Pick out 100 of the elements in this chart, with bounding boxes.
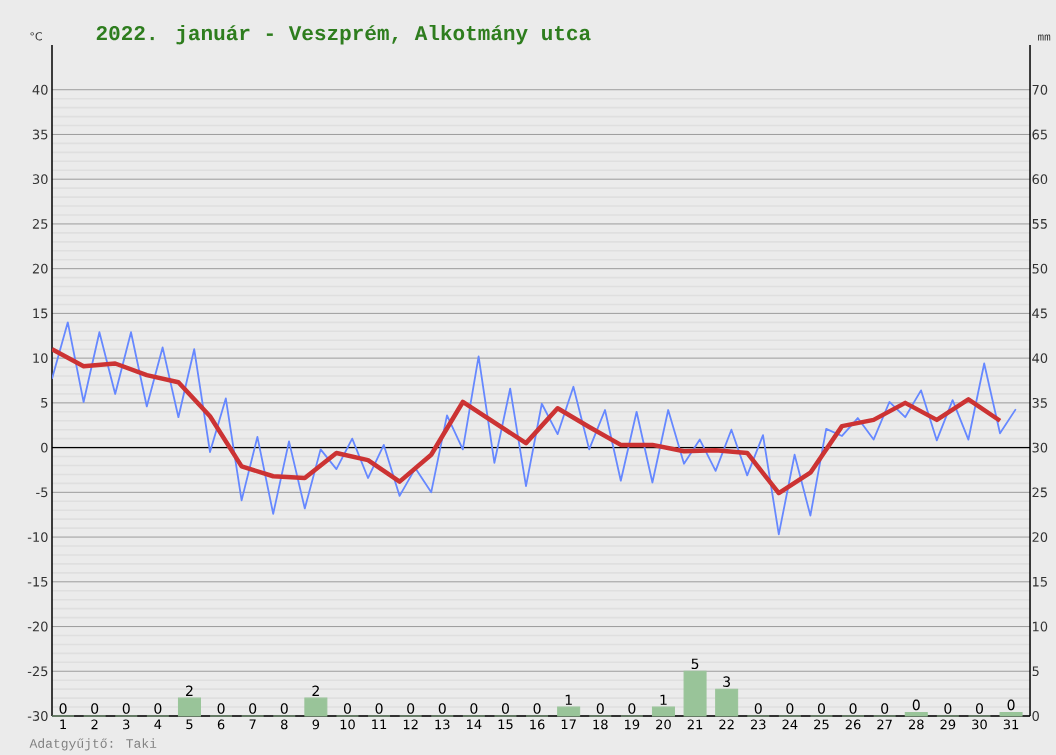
x-tick-label: 21 <box>687 719 703 730</box>
data-label: 0 <box>786 703 794 714</box>
x-tick-label: 24 <box>782 719 798 730</box>
data-label: 0 <box>343 703 351 714</box>
y-tick-label: 35 <box>32 129 48 140</box>
bar <box>683 670 707 717</box>
x-tick-label: 22 <box>719 719 734 730</box>
y2-tick-label: 15 <box>1032 576 1047 587</box>
data-label: 0 <box>975 703 983 714</box>
data-label: 0 <box>501 703 509 714</box>
data-label: 0 <box>533 703 541 714</box>
x-tick-label: 25 <box>814 719 829 730</box>
y2-tick-label: 35 <box>1032 397 1047 408</box>
x-tick-label: 1 <box>60 719 66 730</box>
bar <box>904 711 928 717</box>
data-label: 0 <box>59 703 67 714</box>
y2-tick-label: 5 <box>1032 666 1039 677</box>
x-tick-label: 14 <box>467 719 482 730</box>
x-tick-label: 23 <box>750 719 766 730</box>
x-tick-label: 19 <box>625 719 640 730</box>
x-tick-label: 9 <box>312 719 320 730</box>
y-tick-label: 10 <box>33 353 48 364</box>
x-tick-label: 10 <box>340 719 355 730</box>
data-label: 0 <box>280 703 288 714</box>
y-tick-label: 0 <box>41 442 48 453</box>
y2-tick-label: 70 <box>1032 84 1048 95</box>
data-label: 2 <box>312 685 319 696</box>
x-tick-label: 5 <box>186 719 193 730</box>
x-tick-label: 20 <box>656 719 671 730</box>
data-label: 0 <box>1007 699 1015 711</box>
y-tick-label: -20 <box>27 621 48 632</box>
y2-tick-label: 50 <box>1032 263 1048 274</box>
y-tick-label: -10 <box>27 532 48 542</box>
y2-tick-label: 25 <box>1032 487 1047 498</box>
data-label: 5 <box>691 658 699 670</box>
line-series <box>52 321 1017 536</box>
x-tick-label: 2 <box>91 719 98 730</box>
x-tick-label: 17 <box>561 719 576 730</box>
y-tick-label: 25 <box>32 219 48 229</box>
y2-tick-label: 10 <box>1032 621 1048 632</box>
y-tick-label: 15 <box>33 308 48 319</box>
y-tick-label: -25 <box>27 666 48 677</box>
text: Adatgyűjtő: Taki <box>29 738 157 751</box>
x-tick-label: 27 <box>877 719 892 730</box>
data-label: 0 <box>912 699 920 711</box>
x-tick-label: 13 <box>435 719 450 730</box>
x-tick-label: 31 <box>1003 719 1019 730</box>
data-label: 3 <box>723 676 730 687</box>
x-tick-label: 12 <box>403 719 418 730</box>
y2-tick-label: 20 <box>1032 532 1048 542</box>
x-tick-label: 3 <box>123 719 130 730</box>
x-tick-label: 7 <box>249 719 256 730</box>
x-tick-label: 16 <box>530 719 545 730</box>
data-label: 0 <box>470 703 478 714</box>
data-label: 0 <box>407 703 415 714</box>
y-tick-label: -5 <box>36 487 48 498</box>
data-label: 0 <box>817 703 825 714</box>
data-label: 1 <box>565 694 572 705</box>
data-label: 0 <box>217 703 225 714</box>
data-label: 0 <box>596 703 604 714</box>
bar <box>557 706 581 717</box>
bar <box>715 688 739 717</box>
bar <box>651 706 675 717</box>
x-tick-label: 4 <box>154 719 162 730</box>
y-tick-label: 5 <box>41 398 48 408</box>
x-tick-label: 15 <box>498 719 513 730</box>
bar <box>999 711 1023 717</box>
y2-axis-title: mm <box>1038 34 1051 41</box>
y2-tick-label: 30 <box>1032 442 1048 453</box>
data-label: 0 <box>628 703 636 714</box>
data-label: 0 <box>944 703 952 714</box>
x-tick-label: 30 <box>972 719 987 730</box>
y2-tick-label: 45 <box>1032 308 1047 319</box>
x-tick-label: 26 <box>845 719 861 730</box>
y-tick-label: 40 <box>32 84 48 95</box>
y-tick-label: 20 <box>32 263 48 274</box>
y-axis-title: °C <box>30 32 42 41</box>
data-label: 0 <box>438 703 446 714</box>
data-label: 0 <box>881 703 889 714</box>
y2-tick-label: 55 <box>1032 219 1047 229</box>
y2-tick-label: 60 <box>1032 174 1048 185</box>
y-tick-label: 30 <box>32 174 48 185</box>
data-label: 0 <box>122 703 130 714</box>
data-label: 0 <box>375 703 383 714</box>
data-label: 2 <box>186 685 193 696</box>
data-label: 0 <box>154 703 162 714</box>
data-label: 0 <box>249 703 257 714</box>
x-tick-label: 18 <box>593 719 608 730</box>
y2-tick-label: 40 <box>1032 353 1048 364</box>
y2-tick-label: 0 <box>1032 711 1039 721</box>
x-tick-label: 8 <box>281 719 288 730</box>
y2-tick-label: 65 <box>1032 129 1047 140</box>
y-tick-label: -30 <box>27 711 48 721</box>
data-label: 1 <box>660 694 667 705</box>
y-tick-label: -15 <box>27 576 48 587</box>
x-tick-label: 6 <box>217 719 225 730</box>
data-label: 0 <box>91 703 99 714</box>
data-label: 0 <box>849 703 857 714</box>
x-tick-label: 11 <box>372 719 387 730</box>
bar <box>177 697 201 717</box>
